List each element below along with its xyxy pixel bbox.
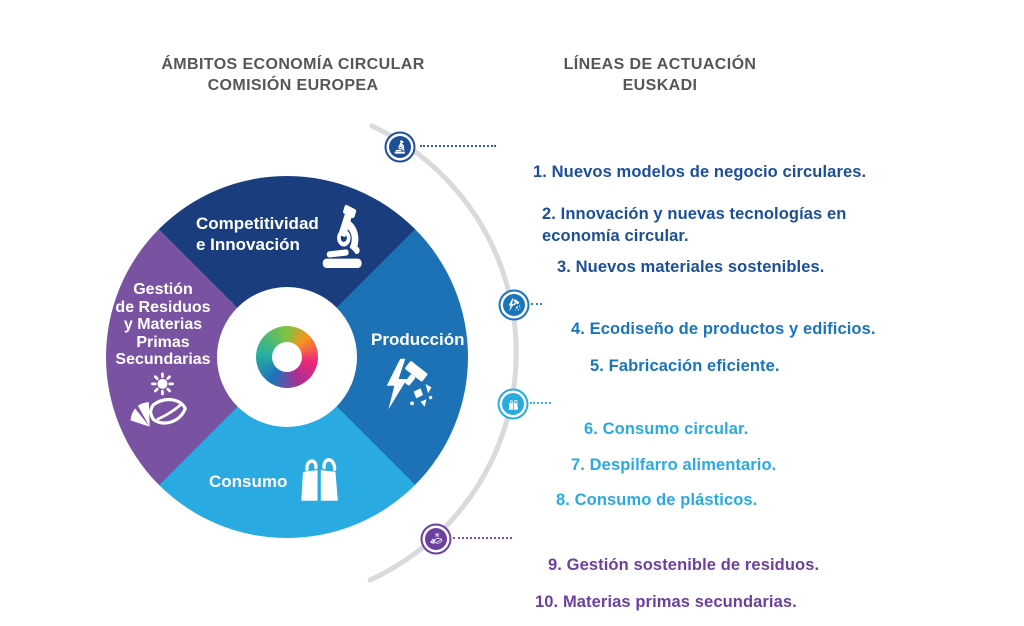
left-column-title: ÁMBITOS ECONOMÍA CIRCULAR COMISIÓN EUROP… <box>143 54 443 96</box>
action-text: Nuevos modelos de negocio circulares. <box>551 163 867 181</box>
action-text: Ecodiseño de productos y edificios. <box>589 320 876 338</box>
microscope-icon <box>317 204 369 270</box>
action-item-8: 8. Consumo de plásticos. <box>529 467 757 511</box>
action-text: Despilfarro alimentario. <box>589 456 777 474</box>
microscope-badge-icon <box>389 136 411 158</box>
action-item-4: 4. Ecodiseño de productos y edificios. <box>544 296 876 340</box>
action-number: 2. <box>542 205 556 223</box>
dotted-connector-1 <box>420 145 496 147</box>
action-item-2: 2. Innovación y nuevas tecnologías en ec… <box>515 181 846 247</box>
dotted-connector-4 <box>531 303 542 305</box>
action-item-3: 3. Nuevos materiales sostenibles. <box>530 234 824 278</box>
segment-label-consumo: Consumo <box>209 472 288 491</box>
action-number: 4. <box>571 320 585 338</box>
action-number: 3. <box>557 258 571 276</box>
shopping-bag-icon <box>294 450 346 506</box>
action-text: Innovación y nuevas tecnologías en econo… <box>542 205 847 245</box>
action-number: 8. <box>556 491 570 509</box>
action-number: 5. <box>590 357 604 375</box>
action-text: Materias primas secundarias. <box>562 593 797 611</box>
shopping-bag-icon <box>507 398 520 411</box>
residuos-badge-icon <box>425 528 447 550</box>
title-line: EUSKADI <box>622 77 698 94</box>
action-number: 9. <box>548 556 562 574</box>
title-line: COMISIÓN EUROPEA <box>207 77 379 94</box>
action-item-7: 7. Despilfarro alimentario. <box>544 432 776 476</box>
segment-label-competitividad: Competitividad e Innovación <box>196 214 319 254</box>
title-line: ÁMBITOS ECONOMÍA CIRCULAR <box>161 56 425 73</box>
action-number: 7. <box>571 456 585 474</box>
action-number: 6. <box>584 420 598 438</box>
circular-economy-logo <box>256 326 318 388</box>
consumo-badge-icon <box>502 393 524 415</box>
leaf-sun-icon <box>429 532 443 546</box>
production-badge-icon <box>503 294 525 316</box>
dotted-connector-9 <box>453 537 512 539</box>
action-item-6: 6. Consumo circular. <box>557 396 748 440</box>
leaf-sun-icon <box>124 372 190 434</box>
right-column-title: LÍNEAS DE ACTUACIÓN EUSKADI <box>510 54 810 96</box>
action-text: Fabricación eficiente. <box>608 357 780 375</box>
segment-label-produccion: Producción <box>371 330 465 349</box>
production-tools-icon <box>380 357 434 411</box>
action-text: Gestión sostenible de residuos. <box>566 556 820 574</box>
action-text: Consumo circular. <box>602 420 749 438</box>
action-item-1: 1. Nuevos modelos de negocio circulares. <box>506 139 866 183</box>
title-line: LÍNEAS DE ACTUACIÓN <box>563 56 757 73</box>
action-item-9: 9. Gestión sostenible de residuos. <box>521 532 819 576</box>
action-item-5: 5. Fabricación eficiente. <box>563 333 780 377</box>
segment-label-gestion-residuos: Gestión de Residuos y Materias Primas Se… <box>115 281 211 368</box>
action-number: 1. <box>533 163 547 181</box>
action-number: 10. <box>535 593 559 611</box>
microscope-icon <box>393 140 407 154</box>
action-text: Nuevos materiales sostenibles. <box>575 258 825 276</box>
action-item-10: 10. Materias primas secundarias. <box>508 569 797 613</box>
production-tools-icon <box>507 298 521 312</box>
action-text: Consumo de plásticos. <box>574 491 758 509</box>
dotted-connector-6 <box>530 402 551 404</box>
